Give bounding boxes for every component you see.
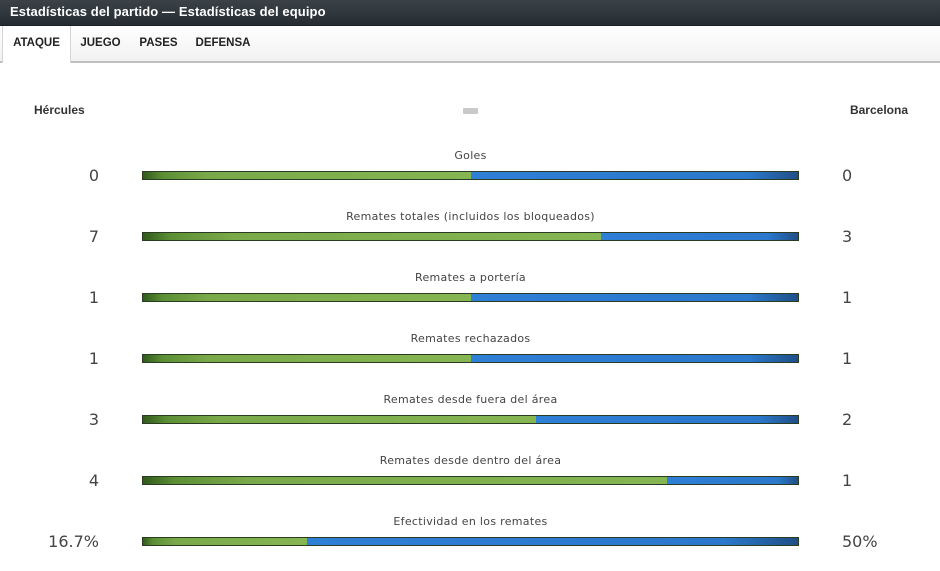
stat-label: Remates totales (incluidos los bloqueado… bbox=[346, 210, 595, 223]
stat-label: Efectividad en los remates bbox=[393, 515, 548, 528]
home-share-fill bbox=[143, 538, 307, 545]
stat-label: Remates a portería bbox=[415, 271, 526, 284]
away-share-fill bbox=[667, 477, 798, 484]
stat-comparison-bar bbox=[142, 415, 799, 424]
stat-away-value: 2 bbox=[842, 410, 853, 429]
stat-label: Goles bbox=[454, 149, 487, 162]
tab-juego[interactable]: JUEGO bbox=[80, 37, 121, 49]
stat-home-value: 4 bbox=[88, 471, 99, 490]
away-team-name: Barcelona bbox=[849, 103, 908, 117]
stat-home-value: 3 bbox=[88, 410, 99, 429]
stat-away-value: 1 bbox=[842, 288, 853, 307]
stat-comparison-bar bbox=[142, 537, 799, 546]
stat-home-value: 1 bbox=[88, 349, 99, 368]
home-share-fill bbox=[143, 172, 471, 179]
stat-comparison-bar bbox=[142, 476, 799, 485]
separator-mark bbox=[463, 108, 478, 114]
tab-pases[interactable]: PASES bbox=[139, 37, 178, 49]
stat-comparison-bar bbox=[142, 171, 799, 180]
home-share-fill bbox=[143, 294, 471, 301]
stat-away-value: 3 bbox=[842, 227, 853, 246]
stat-away-value: 1 bbox=[842, 471, 853, 490]
away-share-fill bbox=[307, 538, 798, 545]
tab-bar: ATAQUE JUEGO PASES DEFENSA bbox=[0, 26, 940, 63]
tab-ataque[interactable]: ATAQUE bbox=[2, 26, 71, 63]
home-share-fill bbox=[143, 233, 601, 240]
stat-label: Remates desde fuera del área bbox=[383, 393, 558, 406]
stat-home-value: 16.7% bbox=[48, 532, 99, 551]
stat-home-value: 1 bbox=[88, 288, 99, 307]
window-title: Estadísticas del partido — Estadísticas … bbox=[10, 4, 326, 19]
home-share-fill bbox=[143, 477, 667, 484]
home-team-name: Hércules bbox=[34, 103, 85, 117]
away-share-fill bbox=[471, 294, 798, 301]
home-share-fill bbox=[143, 416, 536, 423]
away-share-fill bbox=[471, 355, 798, 362]
tab-defensa[interactable]: DEFENSA bbox=[195, 37, 251, 49]
away-share-fill bbox=[471, 172, 798, 179]
stat-comparison-bar bbox=[142, 232, 799, 241]
stat-home-value: 0 bbox=[88, 166, 99, 185]
stat-comparison-bar bbox=[142, 354, 799, 363]
away-share-fill bbox=[536, 416, 798, 423]
stat-label: Remates rechazados bbox=[410, 332, 531, 345]
title-bar: Estadísticas del partido — Estadísticas … bbox=[0, 0, 940, 26]
stat-away-value: 1 bbox=[842, 349, 853, 368]
stat-comparison-bar bbox=[142, 293, 799, 302]
stat-away-value: 0 bbox=[842, 166, 853, 185]
home-share-fill bbox=[143, 355, 471, 362]
stat-label: Remates desde dentro del área bbox=[379, 454, 562, 467]
stat-away-value: 50% bbox=[842, 532, 878, 551]
away-share-fill bbox=[601, 233, 798, 240]
stat-home-value: 7 bbox=[88, 227, 99, 246]
